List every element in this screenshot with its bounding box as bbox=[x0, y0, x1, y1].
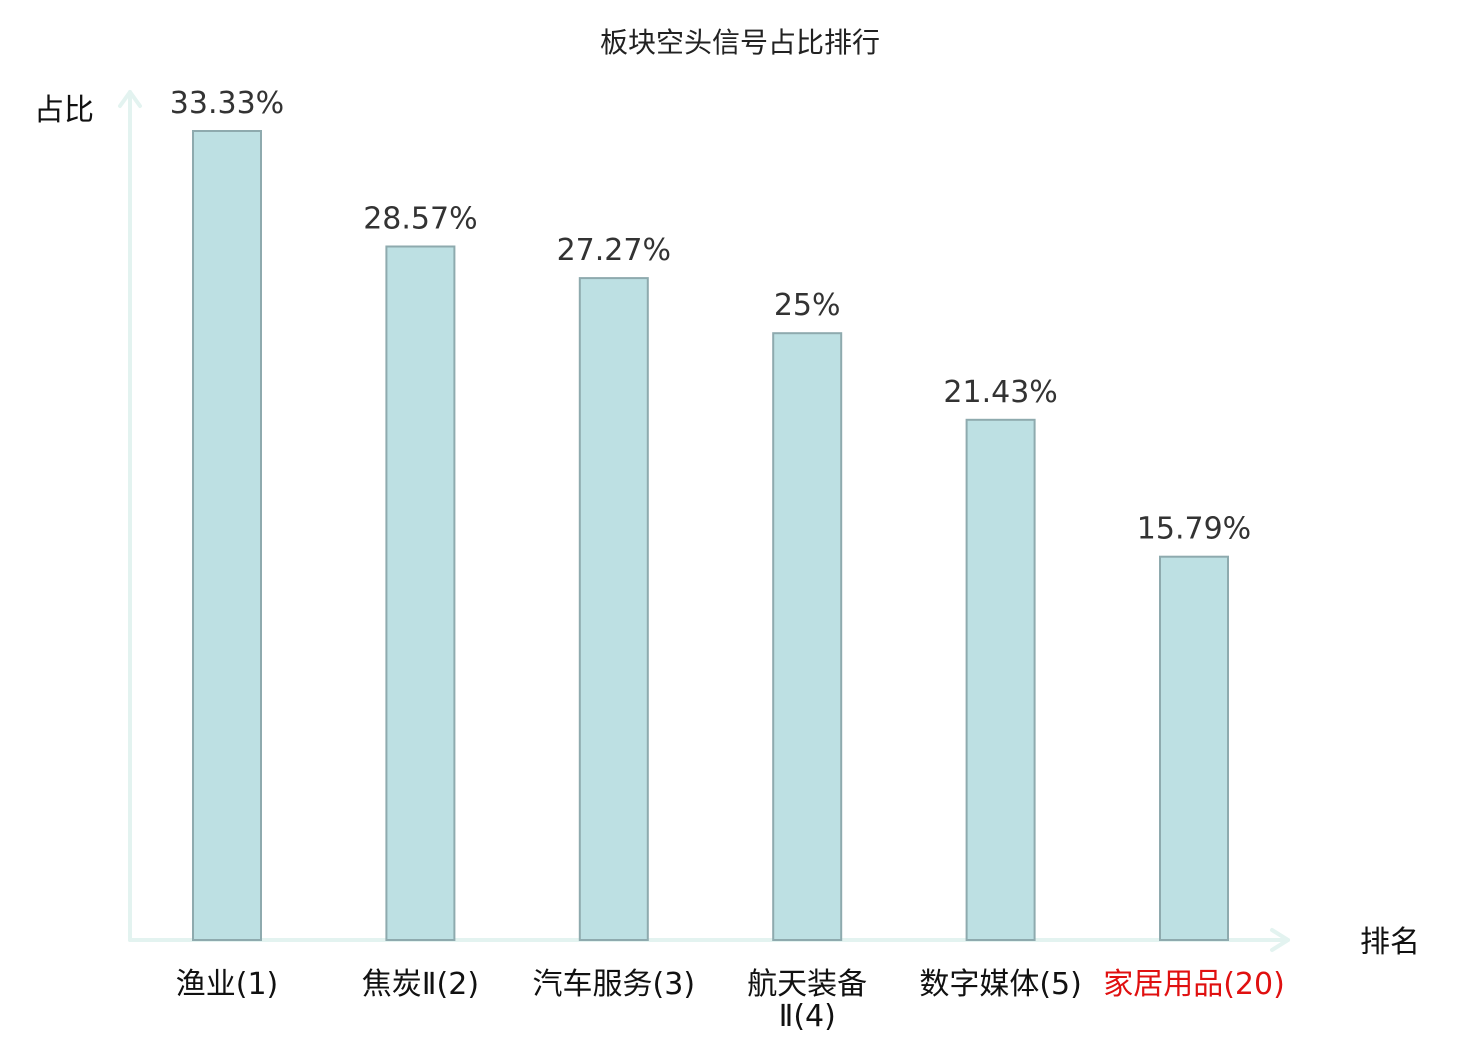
category-label-line: 焦炭Ⅱ(2) bbox=[362, 967, 479, 1002]
category-label: 汽车服务(3) bbox=[533, 967, 696, 1002]
category-label-line: Ⅱ(4) bbox=[779, 999, 836, 1034]
bar-value-label: 15.79% bbox=[1137, 512, 1251, 547]
category-label-line: 家居用品(20) bbox=[1103, 967, 1285, 1002]
bar bbox=[965, 418, 1036, 941]
x-axis bbox=[128, 928, 1290, 952]
x-axis-arrow bbox=[1270, 928, 1290, 952]
y-axis-title: 占比 bbox=[34, 93, 94, 128]
bar bbox=[385, 245, 456, 941]
category-label: 焦炭Ⅱ(2) bbox=[362, 967, 479, 1002]
value-labels: 33.33% 28.57% 27.27% 25% 21.43% 15.79% bbox=[170, 86, 1251, 547]
bars bbox=[192, 130, 1229, 942]
chart-title: 板块空头信号占比排行 bbox=[600, 26, 880, 59]
bar bbox=[1159, 555, 1229, 941]
bar-value-label: 21.43% bbox=[943, 375, 1057, 410]
bar-value-label: 25% bbox=[774, 288, 841, 323]
category-labels: 渔业(1) 焦炭Ⅱ(2) 汽车服务(3) 航天装备 Ⅱ(4) 数字媒体(5) 家居用品(20… bbox=[176, 967, 1285, 1034]
category-label: 家居用品(20) bbox=[1103, 967, 1285, 1002]
category-label: 数字媒体(5) bbox=[919, 967, 1082, 1002]
bar bbox=[192, 130, 262, 941]
category-label: 航天装备 Ⅱ(4) bbox=[747, 967, 867, 1034]
category-label-line: 汽车服务(3) bbox=[533, 967, 696, 1002]
category-label-line: 数字媒体(5) bbox=[919, 967, 1082, 1002]
category-label: 渔业(1) bbox=[176, 967, 279, 1002]
bar-value-label: 33.33% bbox=[170, 86, 284, 121]
x-axis-title: 排名 bbox=[1360, 925, 1420, 960]
category-label-line: 航天装备 bbox=[747, 967, 867, 1002]
y-axis bbox=[118, 90, 142, 942]
y-axis-arrow bbox=[118, 90, 142, 108]
bar bbox=[578, 277, 649, 942]
bar bbox=[772, 332, 843, 941]
bar-value-label: 28.57% bbox=[363, 202, 477, 237]
category-label-line: 渔业(1) bbox=[176, 967, 279, 1002]
bar-value-label: 27.27% bbox=[557, 233, 671, 268]
